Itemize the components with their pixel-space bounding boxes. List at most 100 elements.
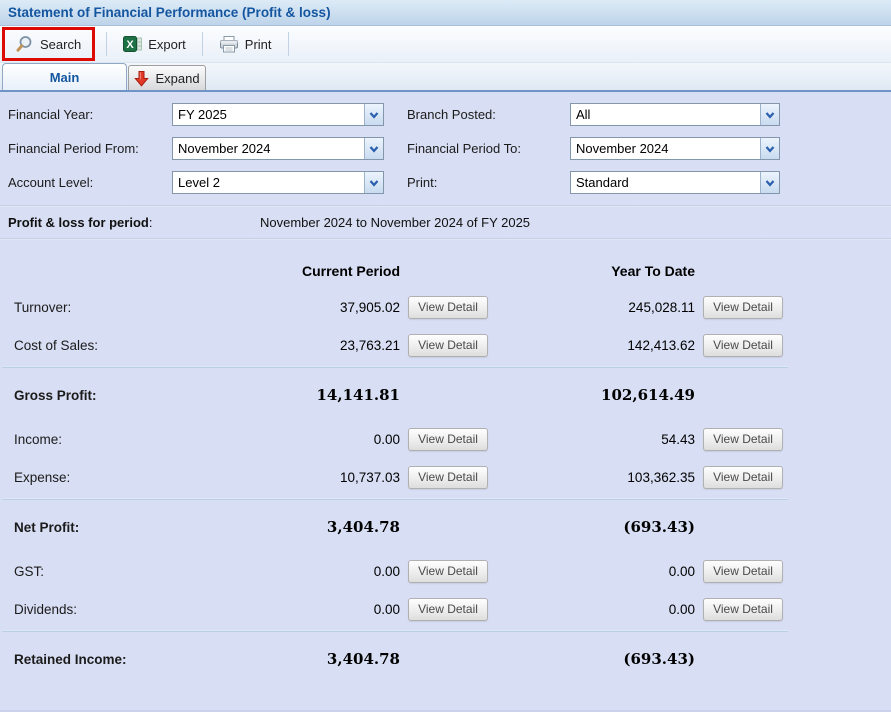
- toolbar: Search X Export: [0, 26, 891, 63]
- toolbar-separator: [201, 32, 203, 56]
- row-label: Cost of Sales:: [14, 337, 99, 353]
- account-level-select[interactable]: Level 2: [172, 171, 384, 194]
- row-label: Gross Profit:: [14, 387, 97, 403]
- print-option-label: Print:: [407, 175, 438, 190]
- view-detail-button[interactable]: View Detail: [703, 559, 783, 583]
- year-to-date-value: 103,362.35: [627, 469, 695, 485]
- view-detail-button[interactable]: View Detail: [408, 295, 488, 319]
- row-label: Net Profit:: [14, 519, 80, 535]
- search-icon: [16, 35, 34, 53]
- view-detail-button[interactable]: View Detail: [408, 333, 488, 357]
- financial-year-select[interactable]: FY 2025: [172, 103, 384, 126]
- button-slot: View Detail: [400, 559, 496, 583]
- tab-expand-label: Expand: [155, 70, 200, 86]
- toolbar-separator: [106, 32, 108, 56]
- report-row: Income: 0.00 View Detail 54.43 View Detail: [0, 420, 891, 458]
- chevron-down-icon[interactable]: [760, 104, 779, 125]
- view-detail-button[interactable]: View Detail: [408, 427, 488, 451]
- filter-row: Financial Period From: November 2024 Fin…: [8, 137, 891, 160]
- row-label: Expense:: [14, 469, 71, 485]
- export-button[interactable]: X Export: [114, 31, 195, 57]
- chevron-down-icon[interactable]: [364, 104, 383, 125]
- toolbar-separator: [287, 32, 289, 56]
- button-slot: View Detail: [695, 465, 791, 489]
- view-detail-button[interactable]: View Detail: [703, 427, 783, 451]
- report-header-row: Current Period Year To Date: [0, 256, 891, 286]
- current-period-value: 0.00: [373, 601, 400, 617]
- view-detail-button[interactable]: View Detail: [408, 465, 488, 489]
- current-period-value: 37,905.02: [339, 299, 400, 315]
- chevron-down-icon[interactable]: [364, 138, 383, 159]
- page-title: Statement of Financial Performance (Prof…: [8, 5, 331, 20]
- button-slot: View Detail: [400, 465, 496, 489]
- section-divider: [2, 366, 788, 368]
- year-to-date-value: (693.43): [623, 650, 695, 668]
- view-detail-button[interactable]: View Detail: [703, 295, 783, 319]
- search-button-label: Search: [40, 36, 82, 52]
- branch-posted-label: Branch Posted:: [407, 107, 496, 122]
- current-period-value: 14,141.81: [316, 386, 400, 404]
- print-button[interactable]: Print: [210, 31, 281, 58]
- button-slot: View Detail: [695, 597, 791, 621]
- tab-main[interactable]: Main: [2, 63, 127, 90]
- print-button-label: Print: [244, 36, 272, 52]
- financial-period-to-label: Financial Period To:: [407, 141, 521, 156]
- report-row: Cost of Sales: 23,763.21 View Detail 142,41…: [0, 326, 891, 364]
- report-row: Dividends: 0.00 View Detail 0.00 View Detail: [0, 590, 891, 628]
- view-detail-button[interactable]: View Detail: [703, 465, 783, 489]
- period-divider: [0, 238, 891, 240]
- year-to-date-value: 142,413.62: [627, 337, 695, 353]
- row-label: Turnover:: [14, 299, 72, 315]
- printer-icon: [219, 35, 239, 53]
- current-period-value: 10,737.03: [339, 469, 400, 485]
- button-slot: View Detail: [695, 427, 791, 451]
- excel-icon: X: [123, 36, 143, 52]
- year-to-date-value: (693.43): [623, 518, 695, 536]
- view-detail-button[interactable]: View Detail: [703, 333, 783, 357]
- financial-period-to-select[interactable]: November 2024: [570, 137, 780, 160]
- view-detail-button[interactable]: View Detail: [408, 597, 488, 621]
- current-period-value: 0.00: [373, 431, 400, 447]
- period-summary: Profit & loss for period: November 2024 …: [8, 215, 531, 230]
- year-to-date-value: 0.00: [668, 563, 695, 579]
- button-slot: View Detail: [400, 295, 496, 319]
- tab-expand[interactable]: Expand: [128, 65, 206, 90]
- button-slot: View Detail: [695, 559, 791, 583]
- year-to-date-value: 102,614.49: [601, 386, 695, 404]
- filter-row: Financial Year: FY 2025 Branch Posted: A…: [8, 103, 891, 126]
- current-period-value: 3,404.78: [326, 518, 400, 536]
- chevron-down-icon[interactable]: [364, 172, 383, 193]
- row-label: Retained Income:: [14, 651, 127, 667]
- current-period-value: 23,763.21: [339, 337, 400, 353]
- red-down-arrow-icon: [134, 70, 150, 87]
- view-detail-button[interactable]: View Detail: [408, 559, 488, 583]
- row-label: Dividends:: [14, 601, 78, 617]
- button-slot: View Detail: [695, 295, 791, 319]
- financial-period-from-select[interactable]: November 2024: [172, 137, 384, 160]
- year-to-date-value: 0.00: [668, 601, 695, 617]
- tab-main-label: Main: [49, 69, 80, 85]
- print-select[interactable]: Standard: [570, 171, 780, 194]
- export-button-label: Export: [148, 36, 186, 52]
- report-row: Gross Profit: 14,141.81 102,614.49: [0, 370, 891, 420]
- filter-panel: Financial Year: FY 2025 Branch Posted: A…: [0, 92, 891, 194]
- chevron-down-icon[interactable]: [760, 172, 779, 193]
- report-row: Turnover: 37,905.02 View Detail 245,028.11 V…: [0, 288, 891, 326]
- button-slot: View Detail: [400, 427, 496, 451]
- report-row: Expense: 10,737.03 View Detail 103,362.35 Vi…: [0, 458, 891, 496]
- svg-text:X: X: [127, 39, 135, 51]
- button-slot: View Detail: [400, 333, 496, 357]
- chevron-down-icon[interactable]: [760, 138, 779, 159]
- branch-posted-select[interactable]: All: [570, 103, 780, 126]
- current-period-header: Current Period: [301, 263, 400, 279]
- view-detail-button[interactable]: View Detail: [703, 597, 783, 621]
- report-row: Retained Income: 3,404.78 (693.43): [0, 634, 891, 684]
- search-button[interactable]: Search: [7, 30, 90, 58]
- row-label: Income:: [14, 431, 63, 447]
- panel-divider: [0, 205, 891, 207]
- section-divider: [2, 498, 788, 500]
- section-divider: [2, 630, 788, 632]
- account-level-label: Account Level:: [8, 175, 94, 190]
- year-to-date-header: Year To Date: [611, 263, 695, 279]
